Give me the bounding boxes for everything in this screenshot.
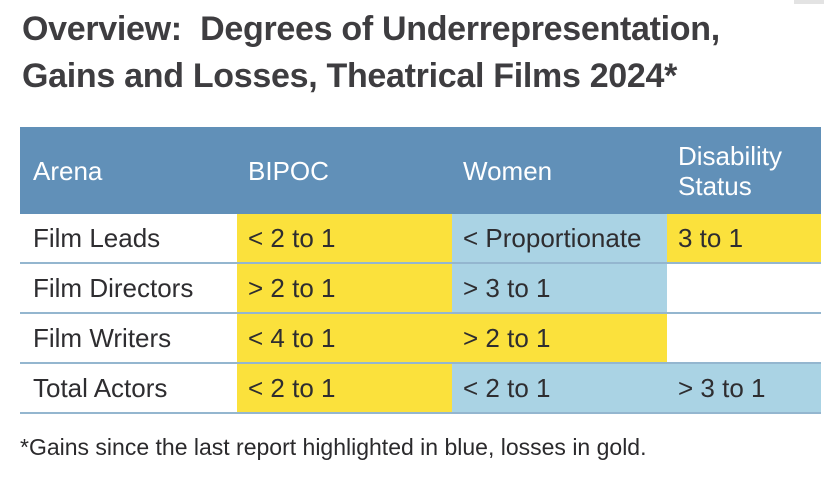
footnote: *Gains since the last report highlighted… <box>20 434 647 460</box>
page-edge-artifact <box>794 0 824 4</box>
cell-bipoc: < 2 to 1 <box>237 214 452 262</box>
column-header-bipoc: BIPOC <box>248 155 329 186</box>
cell-bipoc: < 4 to 1 <box>237 314 452 362</box>
table-row-film-leads: Film Leads < 2 to 1 < Proportionate 3 to… <box>20 214 821 264</box>
column-header-arena: Arena <box>33 155 103 186</box>
cell-disability-status <box>667 314 821 362</box>
cell-women: > 2 to 1 <box>452 314 667 362</box>
cell-bipoc: > 2 to 1 <box>237 264 452 312</box>
table-row-total-actors: Total Actors < 2 to 1 < 2 to 1 > 3 to 1 <box>20 364 821 414</box>
table-row-film-directors: Film Directors > 2 to 1 > 3 to 1 <box>20 264 821 314</box>
underrepresentation-table: Arena BIPOC Women Disability Status Film… <box>20 127 821 414</box>
row-label: Film Leads <box>33 222 161 253</box>
page-title: Overview: Degrees of Underrepresentation… <box>22 6 720 100</box>
page-title-line-1: Overview: Degrees of Underrepresentation… <box>22 10 720 48</box>
table-header-row: Arena BIPOC Women Disability Status <box>20 127 821 214</box>
row-label: Total Actors <box>33 372 168 403</box>
cell-women: < Proportionate <box>452 214 667 262</box>
cell-bipoc: < 2 to 1 <box>237 364 452 412</box>
cell-women: > 3 to 1 <box>452 264 667 312</box>
cell-disability-status: > 3 to 1 <box>667 364 821 412</box>
column-header-women: Women <box>463 155 553 186</box>
cell-disability-status <box>667 264 821 312</box>
column-header-disability-status: Disability Status <box>678 140 783 201</box>
table-row-film-writers: Film Writers < 4 to 1 > 2 to 1 <box>20 314 821 364</box>
cell-women: < 2 to 1 <box>452 364 667 412</box>
cell-disability-status: 3 to 1 <box>667 214 821 262</box>
row-label: Film Writers <box>33 322 172 353</box>
row-label: Film Directors <box>33 272 194 303</box>
page-title-line-2: Gains and Losses, Theatrical Films 2024* <box>22 57 678 95</box>
